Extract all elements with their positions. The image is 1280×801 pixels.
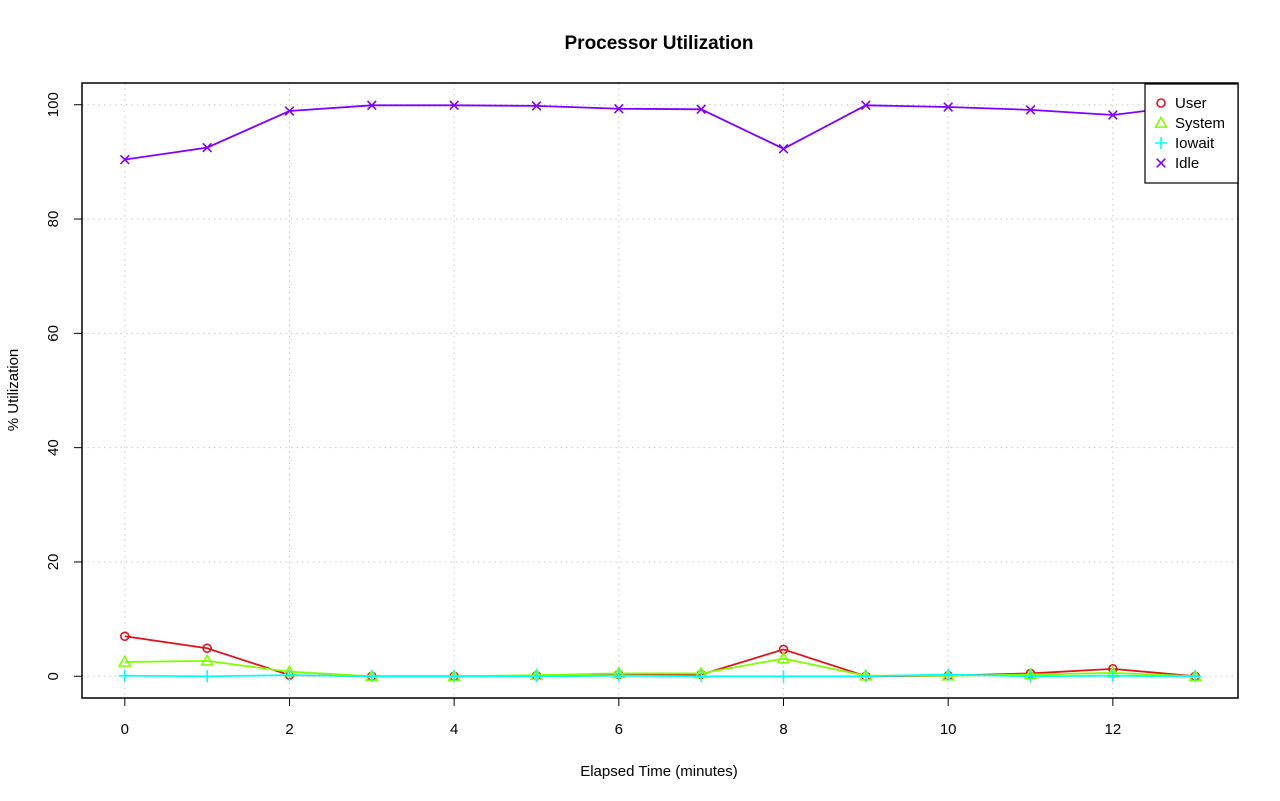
series-line-idle	[124, 103, 1196, 161]
series-idle	[119, 99, 1201, 165]
data-point-user	[202, 643, 212, 654]
x-tick-label: 0	[121, 721, 129, 738]
data-point-idle	[1025, 104, 1036, 115]
data-point-system	[117, 654, 132, 667]
y-axis-label: % Utilization	[5, 349, 22, 432]
data-point-iowait	[1189, 670, 1202, 683]
data-point-iowait	[283, 669, 296, 682]
legend-box	[1144, 83, 1239, 184]
data-point-idle	[943, 102, 954, 112]
legend-label-user: User	[1175, 95, 1207, 112]
y-tick-label: 60	[45, 325, 62, 342]
y-tick-label: 0	[45, 672, 62, 680]
legend-marker-iowait	[1155, 137, 1167, 149]
data-point-iowait	[859, 670, 872, 683]
data-point-idle	[613, 103, 624, 114]
x-tick-label: 10	[940, 721, 957, 738]
y-tick-label: 80	[45, 211, 62, 228]
data-point-user	[120, 631, 130, 642]
data-point-iowait	[201, 670, 214, 683]
legend-label-iowait: Iowait	[1175, 135, 1215, 152]
legend-marker-idle	[1156, 158, 1166, 168]
x-tick-label: 4	[450, 721, 458, 738]
series-layer	[117, 99, 1203, 683]
legend-marker-system	[1154, 115, 1168, 128]
series-iowait	[118, 668, 1202, 683]
data-point-idle	[366, 100, 377, 111]
y-tick-label: 40	[45, 439, 62, 456]
legend-label-idle: Idle	[1175, 155, 1199, 172]
data-point-iowait	[1106, 669, 1119, 682]
legend-marker-user	[1156, 98, 1166, 108]
data-point-idle	[531, 100, 542, 111]
data-point-iowait	[118, 669, 131, 682]
y-tick-label: 20	[45, 554, 62, 571]
data-point-iowait	[530, 670, 543, 683]
series-line-system	[124, 657, 1196, 678]
data-point-iowait	[612, 669, 625, 682]
series-line-iowait	[124, 673, 1196, 678]
data-point-idle	[1107, 110, 1118, 120]
data-point-idle	[860, 100, 871, 111]
data-point-system	[776, 651, 791, 664]
data-point-iowait	[942, 668, 955, 681]
y-tick-label: 100	[45, 92, 62, 117]
data-point-idle	[778, 143, 789, 154]
data-point-iowait	[1024, 670, 1037, 683]
axes: 0 2 4 6 8 10 12 0 20 40 60 80 100	[45, 92, 1121, 738]
data-point-iowait	[777, 670, 790, 683]
data-point-idle	[119, 154, 130, 165]
x-tick-label: 2	[285, 721, 293, 738]
data-point-idle	[284, 106, 295, 116]
plot-frame	[81, 82, 1239, 699]
chart-title: Processor Utilization	[565, 33, 754, 54]
data-point-iowait	[695, 670, 708, 683]
data-point-idle	[449, 100, 460, 111]
data-point-system	[200, 653, 215, 666]
data-point-idle	[696, 104, 707, 115]
data-point-iowait	[448, 670, 461, 683]
legend-label-system: System	[1175, 115, 1225, 132]
x-tick-label: 12	[1105, 721, 1122, 738]
x-axis-label: Elapsed Time (minutes)	[580, 763, 738, 780]
data-point-idle	[202, 142, 213, 153]
data-point-iowait	[365, 670, 378, 683]
x-tick-label: 6	[615, 721, 623, 738]
legend: User System Iowait Idle	[1144, 83, 1239, 184]
x-tick-label: 8	[779, 721, 787, 738]
